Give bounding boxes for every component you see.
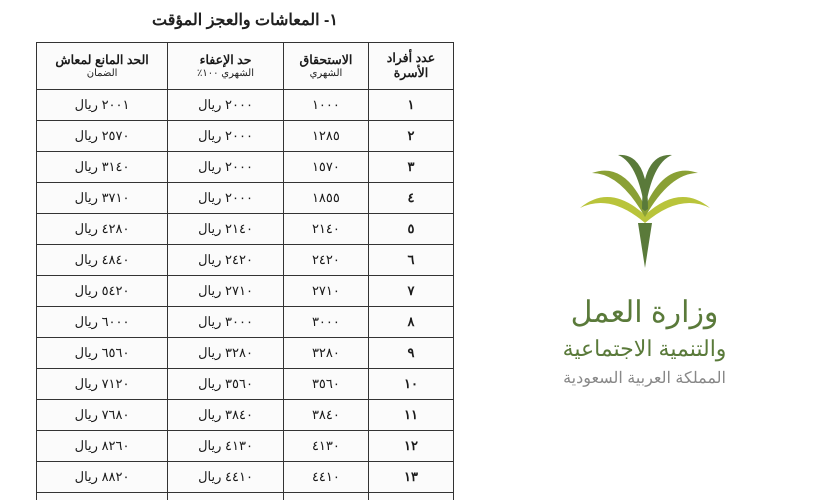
table-row: ١٢٤١٣٠٤١٣٠ ريال٨٢٦٠ ريال	[37, 431, 454, 462]
table-row: ١٣٤٤١٠٤٤١٠ ريال٨٨٢٠ ريال	[37, 462, 454, 493]
cell-family: ١٢	[368, 431, 453, 462]
header-exemption: حد الإعفاء الشهري ١٠٠٪	[168, 43, 284, 90]
cell-family: ٨	[368, 307, 453, 338]
cell-exemption: ٣٥٦٠ ريال	[168, 369, 284, 400]
cell-family: ٤	[368, 183, 453, 214]
cell-family: ١	[368, 90, 453, 121]
page-root: وزارة العمل والتنمية الاجتماعية المملكة …	[0, 0, 827, 500]
cell-limit: ٩٤٠٠ ريال	[37, 493, 168, 500]
table-row: ١١٣٨٤٠٣٨٤٠ ريال٧٦٨٠ ريال	[37, 400, 454, 431]
header-exemption-sub: الشهري ١٠٠٪	[172, 68, 279, 80]
cell-family: ١١	[368, 400, 453, 431]
cell-family: ٦	[368, 245, 453, 276]
cell-limit: ٣٧١٠ ريال	[37, 183, 168, 214]
ministry-title-line2: والتنمية الاجتماعية	[563, 336, 727, 362]
cell-entitlement: ٣٨٤٠	[283, 400, 368, 431]
cell-entitlement: ١٢٨٥	[283, 121, 368, 152]
cell-exemption: ٢٠٠٠ ريال	[168, 121, 284, 152]
table-area: ١- المعاشات والعجز المؤقت عدد أفراد الأس…	[22, 0, 462, 500]
cell-exemption: ٢٠٠٠ ريال	[168, 152, 284, 183]
pension-table: عدد أفراد الأسرة الاستحقاق الشهري حد الإ…	[36, 42, 454, 500]
cell-family: ٥	[368, 214, 453, 245]
cell-exemption: ٣٨٤٠ ريال	[168, 400, 284, 431]
cell-limit: ٢٥٧٠ ريال	[37, 121, 168, 152]
cell-limit: ٤٨٤٠ ريال	[37, 245, 168, 276]
cell-exemption: ٤٤١٠ ريال	[168, 462, 284, 493]
cell-entitlement: ٤١٣٠	[283, 431, 368, 462]
cell-exemption: ٢٠٠٠ ريال	[168, 90, 284, 121]
cell-limit: ٦٠٠٠ ريال	[37, 307, 168, 338]
cell-limit: ٣١٤٠ ريال	[37, 152, 168, 183]
cell-family: ١٤	[368, 493, 453, 500]
cell-family: ٣	[368, 152, 453, 183]
cell-family: ٧	[368, 276, 453, 307]
header-entitlement-sub: الشهري	[288, 68, 364, 80]
table-row: ٥٢١٤٠٢١٤٠ ريال٤٢٨٠ ريال	[37, 214, 454, 245]
cell-exemption: ٤١٣٠ ريال	[168, 431, 284, 462]
table-title: ١- المعاشات والعجز المؤقت	[36, 10, 454, 30]
header-limit-label: الحد المانع لمعاش	[55, 53, 148, 67]
header-limit-sub: الضمان	[41, 68, 163, 80]
header-exemption-label: حد الإعفاء	[200, 53, 252, 67]
table-row: ٦٢٤٢٠٢٤٢٠ ريال٤٨٤٠ ريال	[37, 245, 454, 276]
cell-family: ١٠	[368, 369, 453, 400]
cell-exemption: ٤٧٠٠ ريال	[168, 493, 284, 500]
header-entitlement-label: الاستحقاق	[300, 53, 353, 67]
cell-entitlement: ٤٧٠٠	[283, 493, 368, 500]
cell-limit: ٧١٢٠ ريال	[37, 369, 168, 400]
header-entitlement: الاستحقاق الشهري	[283, 43, 368, 90]
table-row: ٩٣٢٨٠٣٢٨٠ ريال٦٥٦٠ ريال	[37, 338, 454, 369]
table-header-row: عدد أفراد الأسرة الاستحقاق الشهري حد الإ…	[37, 43, 454, 90]
cell-exemption: ٢٧١٠ ريال	[168, 276, 284, 307]
cell-limit: ٥٤٢٠ ريال	[37, 276, 168, 307]
table-row: ١١٠٠٠٢٠٠٠ ريال٢٠٠١ ريال	[37, 90, 454, 121]
cell-limit: ٨٨٢٠ ريال	[37, 462, 168, 493]
cell-limit: ٧٦٨٠ ريال	[37, 400, 168, 431]
cell-family: ٩	[368, 338, 453, 369]
cell-entitlement: ٢٤٢٠	[283, 245, 368, 276]
table-row: ٧٢٧١٠٢٧١٠ ريال٥٤٢٠ ريال	[37, 276, 454, 307]
cell-entitlement: ٢١٤٠	[283, 214, 368, 245]
header-family: عدد أفراد الأسرة	[368, 43, 453, 90]
table-row: ٨٣٠٠٠٣٠٠٠ ريال٦٠٠٠ ريال	[37, 307, 454, 338]
cell-limit: ٤٢٨٠ ريال	[37, 214, 168, 245]
cell-entitlement: ٢٧١٠	[283, 276, 368, 307]
cell-exemption: ٢٠٠٠ ريال	[168, 183, 284, 214]
cell-entitlement: ١٠٠٠	[283, 90, 368, 121]
header-family-label: عدد أفراد الأسرة	[387, 51, 435, 80]
cell-limit: ٢٠٠١ ريال	[37, 90, 168, 121]
cell-limit: ٨٢٦٠ ريال	[37, 431, 168, 462]
table-row: ١٠٣٥٦٠٣٥٦٠ ريال٧١٢٠ ريال	[37, 369, 454, 400]
table-row: ١٤٤٧٠٠٤٧٠٠ ريال٩٤٠٠ ريال	[37, 493, 454, 500]
table-row: ٤١٨٥٥٢٠٠٠ ريال٣٧١٠ ريال	[37, 183, 454, 214]
cell-exemption: ٣٢٨٠ ريال	[168, 338, 284, 369]
ministry-title-line1: وزارة العمل	[571, 293, 719, 332]
cell-exemption: ٢٤٢٠ ريال	[168, 245, 284, 276]
cell-family: ١٣	[368, 462, 453, 493]
cell-entitlement: ٤٤١٠	[283, 462, 368, 493]
cell-exemption: ٣٠٠٠ ريال	[168, 307, 284, 338]
ministry-block: وزارة العمل والتنمية الاجتماعية المملكة …	[462, 0, 827, 500]
table-body: ١١٠٠٠٢٠٠٠ ريال٢٠٠١ ريال٢١٢٨٥٢٠٠٠ ريال٢٥٧…	[37, 90, 454, 500]
table-row: ٣١٥٧٠٢٠٠٠ ريال٣١٤٠ ريال	[37, 152, 454, 183]
cell-limit: ٦٥٦٠ ريال	[37, 338, 168, 369]
cell-exemption: ٢١٤٠ ريال	[168, 214, 284, 245]
header-limit: الحد المانع لمعاش الضمان	[37, 43, 168, 90]
cell-family: ٢	[368, 121, 453, 152]
ministry-country: المملكة العربية السعودية	[563, 368, 726, 388]
cell-entitlement: ٣٢٨٠	[283, 338, 368, 369]
table-row: ٢١٢٨٥٢٠٠٠ ريال٢٥٧٠ ريال	[37, 121, 454, 152]
cell-entitlement: ١٨٥٥	[283, 183, 368, 214]
cell-entitlement: ٣٥٦٠	[283, 369, 368, 400]
palm-logo-icon	[570, 153, 720, 273]
cell-entitlement: ٣٠٠٠	[283, 307, 368, 338]
cell-entitlement: ١٥٧٠	[283, 152, 368, 183]
